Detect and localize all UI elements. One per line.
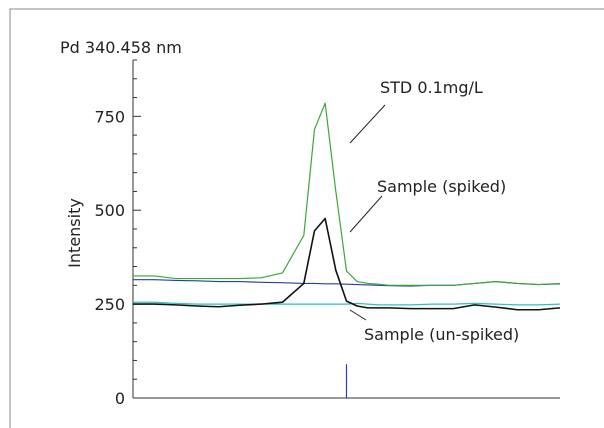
y-tick-label: 500	[94, 201, 125, 220]
annotation-leader-line	[349, 104, 386, 144]
series-line-std-0-1mg-l	[133, 102, 561, 286]
annotation-leader-line	[349, 309, 367, 321]
series-line-baseline	[133, 279, 561, 287]
y-axis-title: Intensity	[65, 198, 84, 268]
series-line-sample-un-spiked	[133, 301, 561, 306]
series-lines	[133, 102, 561, 311]
panel-border	[9, 8, 604, 428]
annotation-label: STD 0.1mg/L	[380, 78, 483, 97]
chart-title: Pd 340.458 nm	[60, 38, 182, 57]
y-tick-label: 0	[115, 389, 125, 408]
y-tick-label: 750	[94, 107, 125, 126]
annotation-leader-line	[349, 195, 383, 233]
axes	[132, 60, 560, 399]
annotations: STD 0.1mg/L Sample (spiked) Sample (un-spi…	[349, 78, 519, 344]
annotation-label: Sample (spiked)	[377, 177, 506, 196]
annotation-label: Sample (un-spiked)	[364, 325, 519, 344]
y-tick-label: 250	[94, 295, 125, 314]
y-ticks: 0 250 500 750	[94, 59, 141, 408]
series-line-sample-spiked	[133, 217, 561, 311]
